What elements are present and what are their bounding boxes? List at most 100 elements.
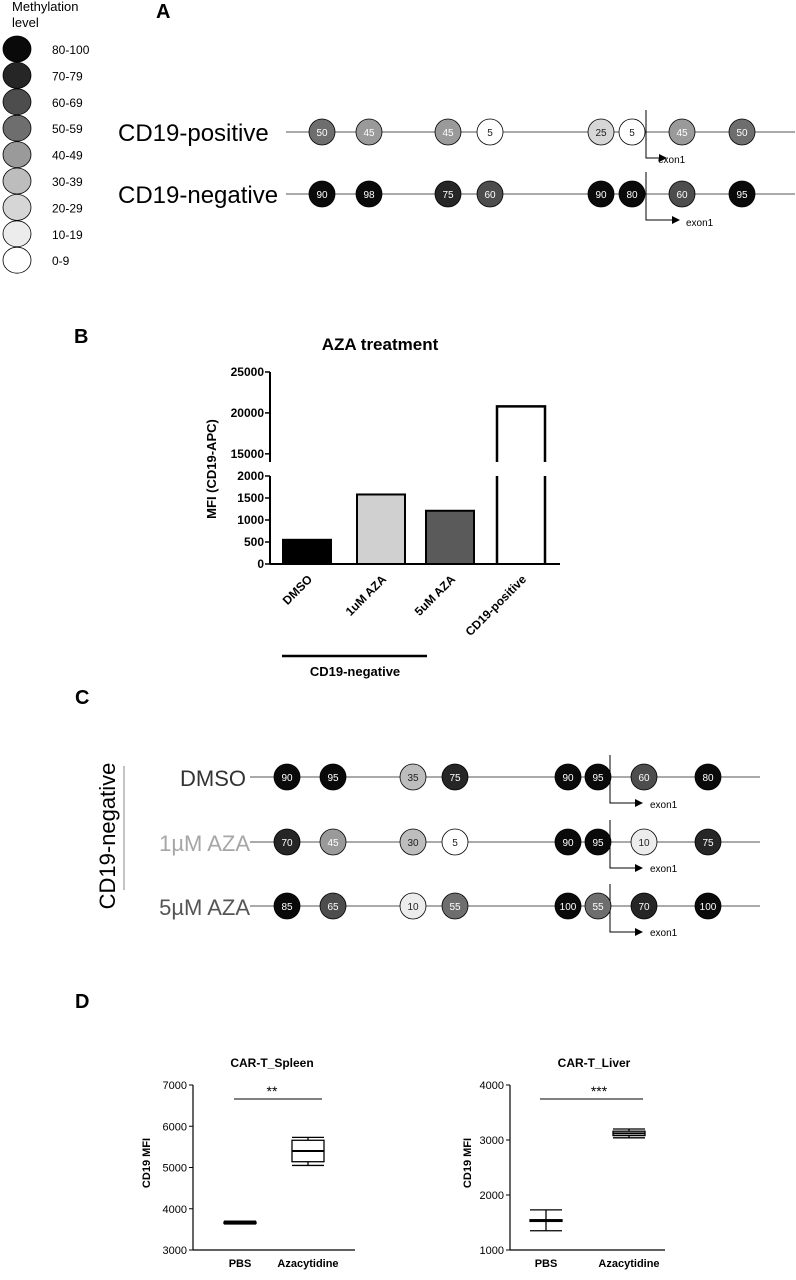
methylation-site: [319, 828, 347, 856]
panel-c-exon-label-1: exon1: [650, 800, 678, 811]
y-tick-label: 3000: [480, 1135, 504, 1147]
panel-a-letter: A: [156, 1, 170, 23]
legend-items: 80-100 70-79 60-69 50-59 40-49 30-39 20-29 10-1…: [2, 35, 90, 274]
promoter-arrowhead: [635, 864, 643, 872]
panel-a: A CD19-positive CD19-negative 50 45 45 5 25 5…: [118, 1, 795, 229]
methylation-value: 95: [736, 190, 748, 201]
methylation-value: 45: [442, 128, 454, 139]
x-tick-label: Azacytidine: [277, 1258, 338, 1270]
methylation-value: 25: [595, 128, 607, 139]
panel-d: D CAR-T_Spleen CAR-T_Liver CD19 MFI CD19…: [75, 991, 665, 1270]
methylation-site: [668, 180, 696, 208]
methylation-value: 95: [592, 773, 604, 784]
x-tick-label: 5uM AZA: [412, 572, 459, 619]
y-tick-label: 15000: [231, 447, 265, 461]
panel-b-group-label: CD19-negative: [310, 664, 400, 679]
methylation-value: 45: [327, 838, 339, 849]
methylation-value: 75: [449, 773, 461, 784]
y-tick-label: 5000: [163, 1163, 187, 1175]
legend-label: 50-59: [52, 122, 83, 136]
legend-swatch: [2, 62, 32, 89]
panel-a-exon-label-1: exon1: [658, 155, 686, 166]
methylation-value: 90: [281, 773, 293, 784]
bar-broken: [495, 405, 547, 564]
panel-a-row-label-negative: CD19-negative: [118, 182, 278, 209]
panel-d-liver-significance: ***: [591, 1083, 608, 1099]
legend-label: 30-39: [52, 175, 83, 189]
methylation-value: 90: [316, 190, 328, 201]
methylation-value: 98: [363, 190, 375, 201]
x-tick-label: Azacytidine: [598, 1258, 659, 1270]
panel-c-side-label: CD19-negative: [95, 763, 120, 910]
promoter-arrow: [645, 110, 660, 159]
panel-c-letter: C: [75, 687, 89, 709]
methylation-value: 70: [638, 902, 650, 913]
methylation-site: [319, 763, 347, 791]
y-tick-label: 2000: [237, 469, 264, 483]
y-tick-label: 4000: [480, 1080, 504, 1092]
methylation-site: [273, 763, 301, 791]
promoter-arrow: [645, 172, 673, 221]
methylation-site: [584, 892, 612, 920]
panel-c-methylation-tracks: 90 95 35 75 90 95 60 80 70 45 30 5 90 95 10 75 85 65 10 55 1…: [250, 755, 760, 936]
panel-d-liver-box-plot: 1000 2000 3000 4000 PBS Azacytidine: [480, 1080, 665, 1270]
legend-swatch: [2, 141, 32, 169]
methylation-site: [618, 180, 646, 208]
panel-c-row-label-1um-aza: 1µM AZA: [159, 831, 250, 856]
methylation-site: [630, 892, 658, 920]
methylation-site: [694, 828, 722, 856]
methylation-value: 60: [676, 190, 688, 201]
y-tick-label: 2000: [480, 1190, 504, 1202]
methylation-value: 95: [327, 773, 339, 784]
panel-d-spleen-significance: **: [267, 1083, 278, 1099]
methylation-site: [694, 763, 722, 791]
y-tick-label: 1500: [237, 491, 264, 505]
methylation-site: [587, 118, 615, 146]
methylation-site: [399, 892, 427, 920]
methylation-site: [728, 118, 756, 146]
panel-d-spleen-box-plot: 3000 4000 5000 6000 7000 PBS Azacytidine: [163, 1080, 355, 1270]
legend-label: 80-100: [52, 43, 90, 57]
methylation-value: 35: [407, 773, 419, 784]
y-tick-label: 20000: [231, 406, 265, 420]
panel-d-spleen-y-label: CD19 MFI: [141, 1138, 153, 1188]
panel-a-methylation-tracks: 50 45 45 5 25 5 45 50 90 98 75 60 90 80 60 95: [286, 110, 795, 224]
panel-c-row-label-dmso: DMSO: [180, 766, 246, 791]
x-tick-label: 1uM AZA: [343, 572, 390, 619]
bar: [282, 538, 332, 565]
methylation-value: 60: [484, 190, 496, 201]
promoter-arrow: [609, 755, 636, 804]
y-tick-label: 0: [257, 557, 264, 571]
panel-b-letter: B: [74, 326, 88, 348]
methylation-value: 95: [592, 838, 604, 849]
legend-swatch: [2, 246, 32, 274]
methylation-value: 100: [700, 902, 717, 913]
methylation-value: 10: [407, 902, 419, 913]
legend-label: 40-49: [52, 149, 83, 163]
methylation-site: [273, 828, 301, 856]
methylation-site: [554, 763, 582, 791]
y-tick-label: 1000: [480, 1245, 504, 1257]
methylation-site: [618, 118, 646, 146]
methylation-value: 55: [449, 902, 461, 913]
methylation-site: [476, 180, 504, 208]
panel-b-y-axis-label: MFI (CD19-APC): [204, 419, 219, 519]
methylation-value: 60: [638, 773, 650, 784]
methylation-site: [308, 118, 336, 146]
methylation-site: [694, 892, 722, 920]
promoter-arrow: [609, 884, 636, 933]
panel-b-bar-chart: 0 500 1000 1500 2000 15000 20000 25000 DMSO 1uM A…: [231, 365, 560, 639]
panel-d-spleen-title: CAR-T_Spleen: [230, 1056, 313, 1070]
legend-label: 70-79: [52, 69, 83, 83]
panel-b-chart-title: AZA treatment: [322, 335, 439, 354]
panel-c-exon-label-3: exon1: [650, 928, 678, 939]
methylation-site: [584, 763, 612, 791]
methylation-value: 100: [560, 902, 577, 913]
y-tick-label: 500: [244, 535, 264, 549]
methylation-value: 75: [442, 190, 454, 201]
promoter-arrowhead: [635, 928, 643, 936]
y-tick-label: 6000: [163, 1121, 187, 1133]
methylation-value: 10: [638, 838, 650, 849]
y-tick-label: 7000: [163, 1080, 187, 1092]
